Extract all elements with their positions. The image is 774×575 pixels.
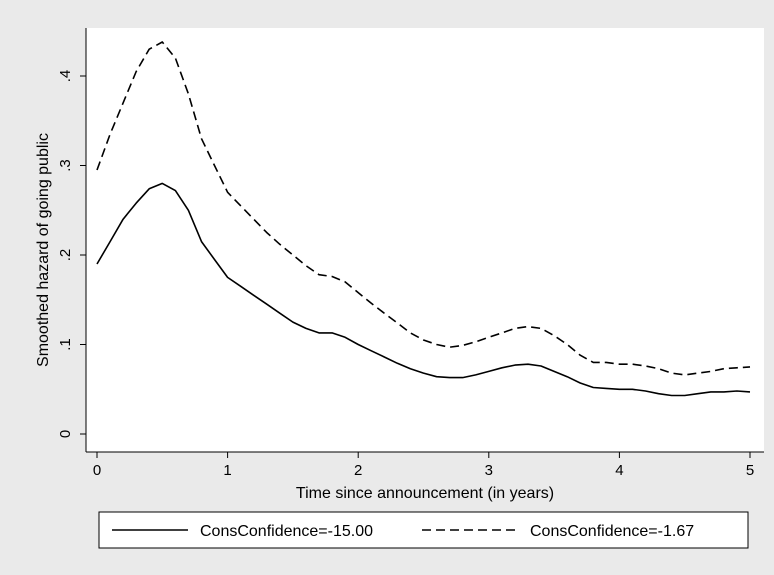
legend-label-1: ConsConfidence=-15.00 bbox=[200, 523, 373, 540]
x-tick-label: 2 bbox=[354, 462, 362, 479]
x-tick-label: 1 bbox=[223, 462, 231, 479]
y-tick-label: .2 bbox=[57, 249, 74, 262]
y-tick-label: .1 bbox=[57, 338, 74, 351]
x-tick-label: 5 bbox=[746, 462, 754, 479]
y-axis-ticks: 0 .1 .2 .3 .4 bbox=[57, 70, 86, 438]
y-tick-label: 0 bbox=[57, 430, 74, 438]
series-line-2 bbox=[96, 41, 751, 376]
x-tick-label: 3 bbox=[485, 462, 493, 479]
x-axis-ticks: 0 1 2 3 4 5 bbox=[93, 452, 754, 479]
legend-label-2: ConsConfidence=-1.67 bbox=[530, 523, 694, 540]
plot-background bbox=[86, 28, 764, 452]
series-lines bbox=[96, 41, 751, 397]
y-tick-label: .3 bbox=[57, 159, 74, 172]
x-tick-label: 4 bbox=[615, 462, 623, 479]
y-tick-label: .4 bbox=[57, 70, 74, 83]
x-axis-label: Time since announcement (in years) bbox=[296, 485, 554, 502]
legend-items: ConsConfidence=-15.00 ConsConfidence=-1.6… bbox=[112, 523, 694, 540]
x-tick-label: 0 bbox=[93, 462, 101, 479]
y-axis-label: Smoothed hazard of going public bbox=[35, 133, 52, 367]
series-line-1 bbox=[96, 182, 751, 397]
legend: ConsConfidence=-15.00 ConsConfidence=-1.6… bbox=[98, 511, 749, 549]
